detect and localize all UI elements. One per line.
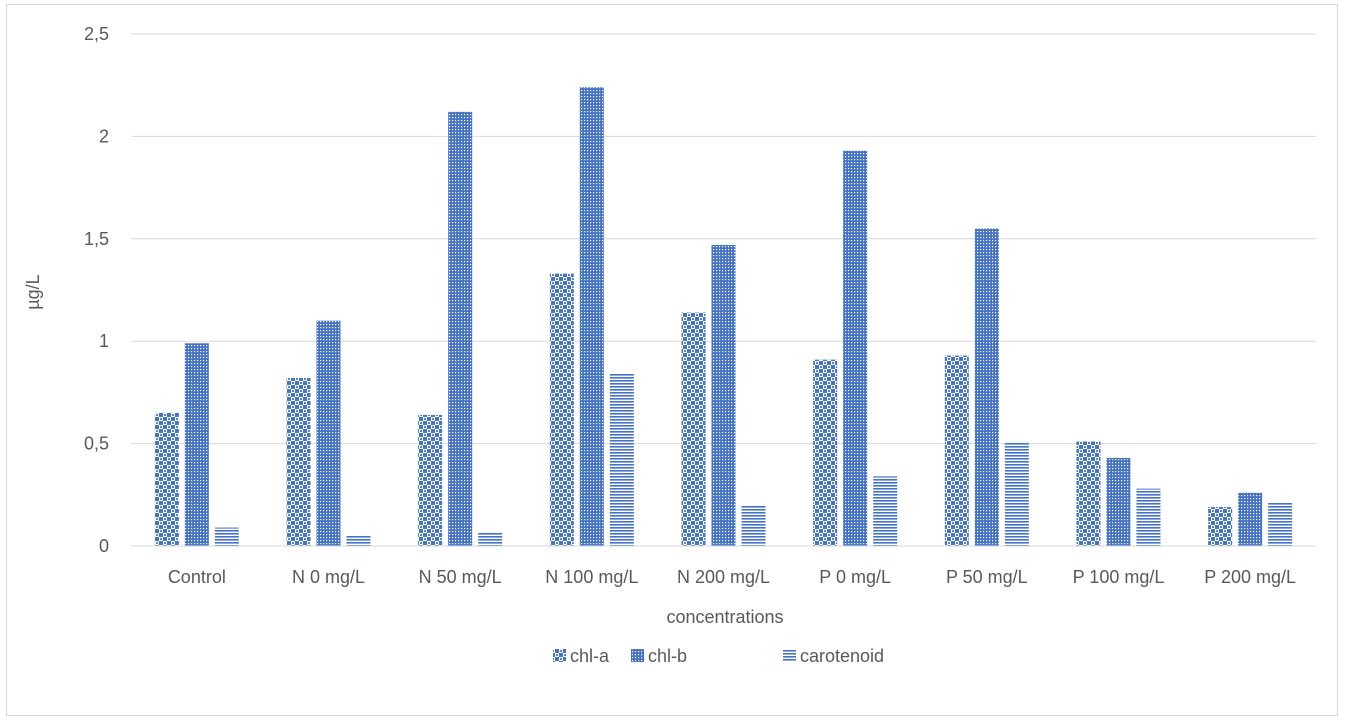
legend-swatch-chl-b: [631, 649, 644, 662]
y-tick-label: 2: [99, 126, 109, 146]
bar-chl-b-0: [184, 343, 209, 546]
bar-chl-b-7: [1106, 457, 1131, 546]
bar-carotenoid-4: [741, 505, 766, 546]
x-tick-label: P 0 mg/L: [819, 567, 891, 587]
x-tick-label: N 0 mg/L: [292, 567, 365, 587]
bar-chl-a-3: [549, 273, 574, 546]
bar-chl-a-2: [418, 414, 443, 546]
bar-chart: 0 0,5 1 1,5 2 2,5 Control N 0 mg/L N 50 mg/L N 1…: [23, 24, 1316, 666]
bar-carotenoid-2: [478, 531, 503, 546]
bar-chl-a-8: [1208, 507, 1233, 546]
bar-chl-b-2: [448, 111, 473, 546]
x-tick-label: N 100 mg/L: [545, 567, 638, 587]
y-tick-label: 1,5: [84, 229, 109, 249]
bar-chl-b-3: [579, 87, 604, 547]
bar-chl-b-6: [974, 228, 999, 546]
legend-label-carotenoid: carotenoid: [800, 646, 884, 666]
legend-label-chl-b: chl-b: [648, 646, 687, 666]
x-axis-label: concentrations: [666, 607, 783, 627]
x-tick-label: P 200 mg/L: [1204, 567, 1296, 587]
x-tick-label: P 50 mg/L: [946, 567, 1028, 587]
x-tick-label: Control: [168, 567, 226, 587]
bar-carotenoid-8: [1268, 502, 1293, 546]
y-tick-label: 1: [99, 331, 109, 351]
bar-chl-b-8: [1238, 492, 1263, 546]
bar-carotenoid-5: [873, 476, 898, 546]
legend-label-chl-a: chl-a: [570, 646, 610, 666]
bar-carotenoid-3: [609, 373, 634, 546]
chart-frame: 0 0,5 1 1,5 2 2,5 Control N 0 mg/L N 50 mg/L N 1…: [6, 4, 1338, 716]
legend: chl-a chl-b carotenoid: [553, 646, 884, 666]
y-tick-label: 2,5: [84, 24, 109, 44]
x-tick-label: P 100 mg/L: [1073, 567, 1165, 587]
bar-chl-b-5: [843, 150, 868, 546]
bar-chl-a-7: [1076, 441, 1101, 546]
x-tick-label: N 200 mg/L: [677, 567, 770, 587]
bars: [131, 87, 1316, 547]
y-axis-label: µg/L: [23, 274, 43, 309]
legend-swatch-chl-a: [553, 649, 566, 662]
bar-chl-a-5: [813, 359, 838, 546]
bar-carotenoid-7: [1136, 488, 1161, 546]
bar-chl-b-4: [711, 244, 736, 546]
bar-carotenoid-1: [346, 535, 371, 546]
bar-chl-a-1: [286, 378, 311, 546]
legend-swatch-carotenoid: [783, 649, 796, 662]
bar-chl-a-6: [944, 355, 969, 546]
x-axis-ticks: Control N 0 mg/L N 50 mg/L N 100 mg/L N 200 …: [168, 567, 1296, 587]
bar-chl-a-0: [154, 412, 179, 546]
y-tick-label: 0: [99, 536, 109, 556]
y-axis-ticks: 0 0,5 1 1,5 2 2,5: [84, 24, 109, 556]
bar-chl-b-1: [316, 320, 341, 546]
x-tick-label: N 50 mg/L: [419, 567, 502, 587]
bar-carotenoid-6: [1004, 441, 1029, 546]
bar-carotenoid-0: [214, 527, 239, 546]
y-tick-label: 0,5: [84, 434, 109, 454]
bar-chl-a-4: [681, 312, 706, 546]
